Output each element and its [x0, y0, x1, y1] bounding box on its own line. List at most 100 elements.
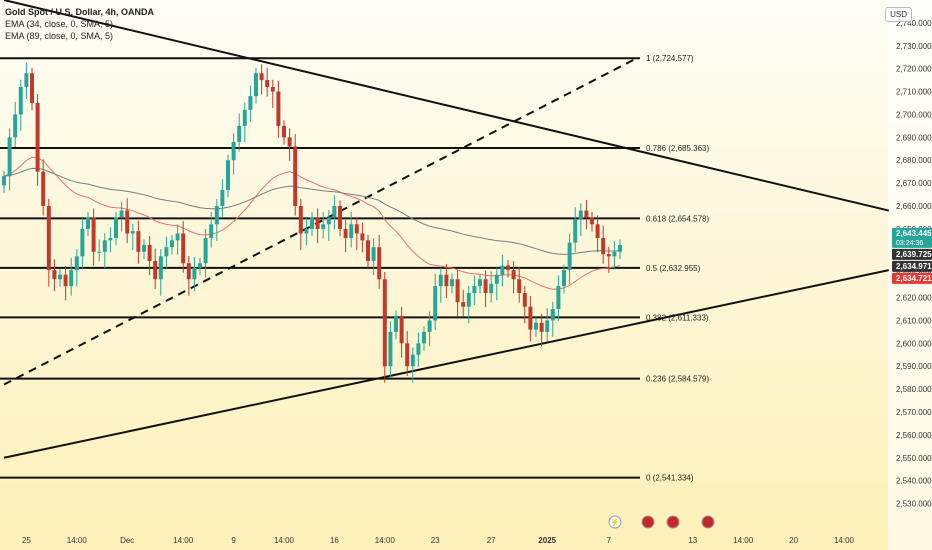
price-tag: [892, 248, 932, 260]
candle-body: [399, 315, 404, 344]
candle-body: [298, 206, 303, 234]
candle-body: [170, 240, 174, 248]
candle-body: [438, 274, 443, 287]
ema34-line: [3, 156, 621, 290]
time-tick-label: 7: [607, 536, 612, 545]
candle-body: [175, 233, 180, 241]
candle-body: [606, 254, 611, 257]
candle-body: [595, 224, 600, 239]
us-flag-event-icon[interactable]: [701, 515, 715, 529]
currency-label[interactable]: USD: [885, 7, 912, 22]
candle-body: [276, 91, 281, 126]
price-tick-label: 2,660.000: [896, 202, 932, 211]
chart-legend[interactable]: Gold Spot / U.S. Dollar, 4h, OANDA EMA (…: [5, 6, 154, 42]
price-tag-label: 2,634.721: [896, 274, 932, 283]
candle-body: [444, 274, 449, 287]
candle-body: [567, 242, 572, 271]
candle-body: [528, 306, 533, 330]
price-tick-label: 2,610.000: [896, 316, 932, 325]
candle-body: [97, 251, 102, 253]
candle-body: [119, 210, 124, 218]
candle-body: [472, 286, 477, 293]
candle-body: [517, 279, 522, 293]
fib-level-label: 0.5 (2,632.955): [646, 264, 701, 273]
price-tick-label: 2,620.000: [896, 294, 932, 303]
candle-body: [338, 206, 342, 229]
time-tick-label: 23: [431, 536, 440, 545]
time-tick-label: 20: [789, 536, 798, 545]
candle-body: [282, 125, 286, 138]
candle-body: [248, 96, 253, 110]
candle-body: [377, 247, 382, 280]
time-tick-label: 14:00: [733, 536, 754, 545]
lightning-event-icon[interactable]: [608, 515, 622, 529]
candle-body: [466, 292, 471, 307]
trendline-lower: [3, 269, 890, 459]
time-axis[interactable]: 25 14:00 Dec 14:00 9 14:00 16 14:00 23 27 2025 7 13 1…: [22, 536, 855, 545]
candle-body: [52, 270, 57, 280]
candle-body: [354, 224, 359, 234]
candle-body: [539, 322, 544, 332]
candle-body: [287, 137, 292, 147]
candle-body: [562, 270, 566, 287]
price-tick-label: 2,720.000: [896, 65, 932, 74]
candle-body: [198, 263, 202, 268]
candle-body: [343, 228, 348, 239]
time-tick-label: 14:00: [173, 536, 194, 545]
fib-level-label: 1 (2,724.577): [646, 54, 694, 63]
candle-body: [573, 219, 578, 243]
candle-body: [203, 238, 208, 264]
price-tag: [892, 272, 932, 284]
candle-body: [478, 279, 482, 287]
candle-body: [450, 279, 454, 287]
candle-body: [192, 267, 197, 280]
trendlines: [3, 0, 890, 459]
candle-body: [500, 265, 505, 275]
candles: [2, 62, 622, 383]
us-flag-event-icon[interactable]: [641, 515, 655, 529]
candle-body: [332, 206, 337, 218]
candle-body: [259, 73, 264, 81]
time-tick-label: 27: [487, 536, 496, 545]
price-tick-label: 2,540.000: [896, 477, 932, 486]
candle-body: [371, 247, 376, 261]
candle-body: [265, 80, 270, 87]
price-tick-label: 2,560.000: [896, 431, 932, 440]
candle-body: [209, 224, 214, 239]
candle-body: [556, 286, 561, 309]
fib-level-label: 0.382 (2,611.333): [646, 313, 709, 322]
time-tick-label: 9: [231, 536, 236, 545]
fib-levels: 1 (2,724.577) 0.786 (2,685.363) 0.618 (2,6…: [0, 54, 709, 483]
candle-body: [360, 233, 365, 241]
candle-body: [41, 171, 46, 206]
candle-body: [433, 286, 438, 321]
candle-body: [394, 315, 398, 332]
candle-body: [427, 320, 432, 332]
candle-body: [102, 240, 107, 252]
candle-body: [590, 217, 594, 225]
candle-body: [130, 231, 135, 234]
candle-body: [254, 73, 258, 97]
time-tick-label: 14:00: [274, 536, 295, 545]
candle-body: [416, 343, 421, 355]
price-tick-label: 2,710.000: [896, 88, 932, 97]
candle-body: [489, 283, 494, 293]
countdown-label: 03:24:36: [896, 240, 923, 247]
us-flag-event-icon[interactable]: [666, 515, 680, 529]
candle-body: [86, 217, 90, 229]
symbol-title: Gold Spot / U.S. Dollar, 4h, OANDA: [5, 7, 155, 17]
candle-body: [24, 73, 29, 87]
candle-body: [494, 274, 499, 284]
fib-level-label: 0.786 (2,685.363): [646, 144, 709, 153]
candle-body: [214, 206, 219, 225]
candle-body: [91, 217, 96, 252]
price-tick-label: 2,690.000: [896, 133, 932, 142]
candle-body: [13, 114, 18, 138]
event-icons[interactable]: ⚡: [608, 515, 715, 529]
candle-body: [310, 217, 314, 229]
time-tick-label: 14:00: [67, 536, 88, 545]
ema-lines: [3, 156, 621, 290]
time-tick-label: 14:00: [375, 536, 396, 545]
candle-body: [612, 251, 617, 257]
